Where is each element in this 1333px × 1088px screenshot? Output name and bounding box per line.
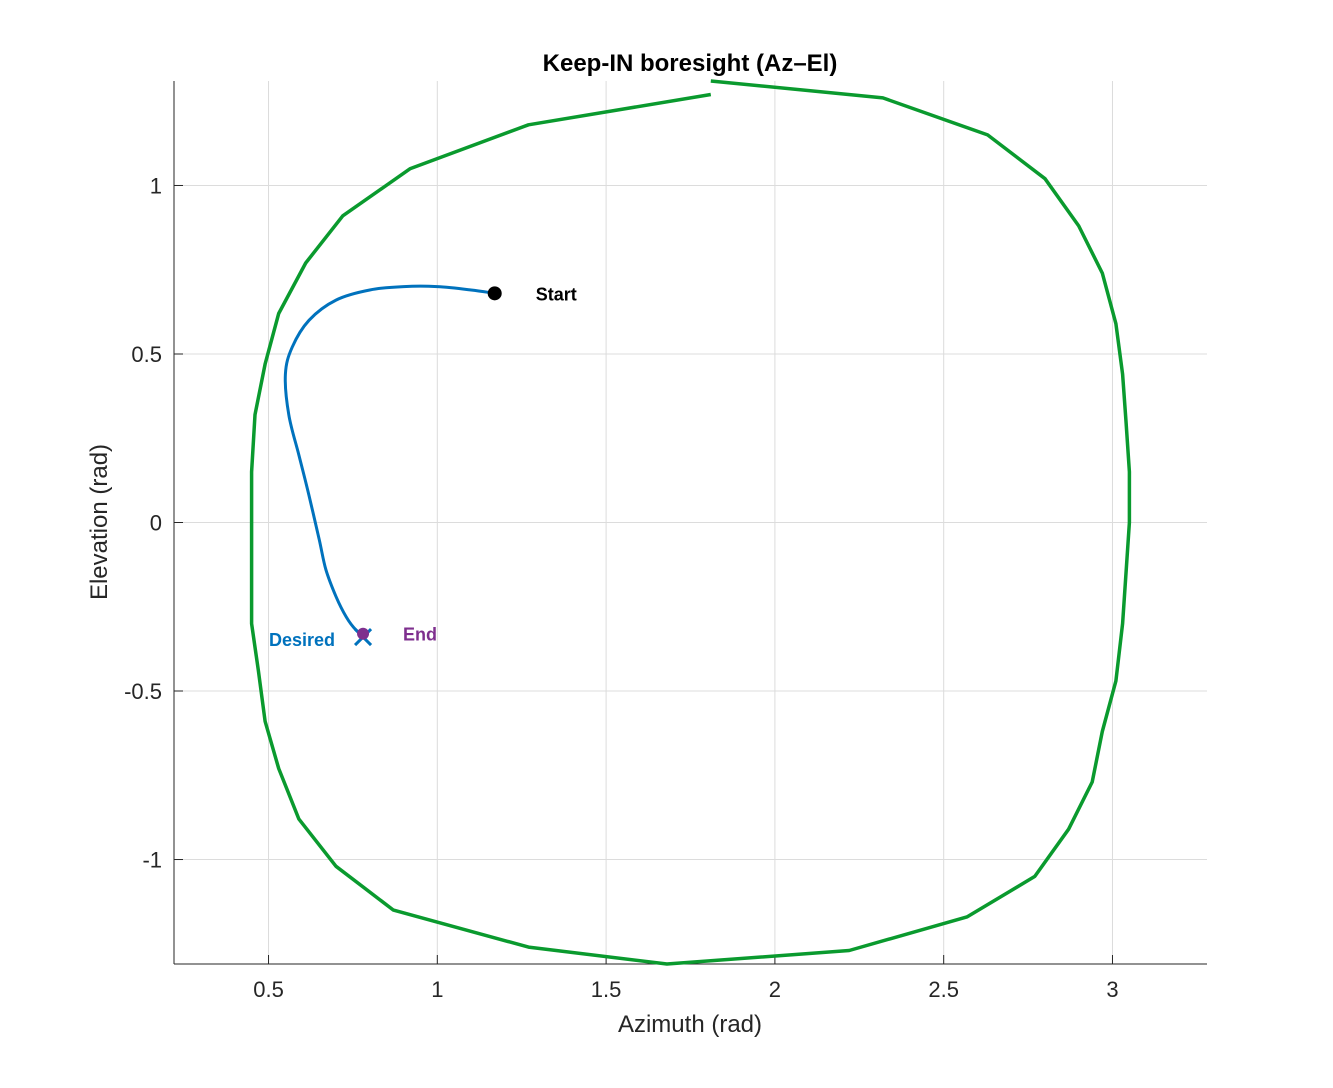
x-tick-label: 2 [769,977,781,1002]
y-tick-label: -0.5 [124,679,162,704]
grid [174,81,1207,964]
plot-area: Start Desired End [173,79,1207,966]
tick-labels: 0.5 1 1.5 2 2.5 3 -1 -0.5 0 0.5 1 [124,173,1119,1002]
series-layer [249,79,1132,966]
chart-title: Keep-IN boresight (Az–El) [543,50,838,77]
end-label: End [403,625,437,645]
y-tick-label: -1 [142,848,162,873]
keep-in-boundary-line [249,79,1132,966]
y-tick-label: 1 [150,173,162,198]
x-tick-label: 2.5 [928,977,959,1002]
y-axis-title: Elevation (rad) [86,444,113,600]
marker-layer: Start Desired End [269,284,577,650]
desired-label: Desired [269,630,335,650]
x-axis-title: Azimuth (rad) [618,1011,762,1038]
x-tick-label: 0.5 [253,977,284,1002]
boresight-trajectory-line [283,284,497,636]
y-tick-label: 0 [150,511,162,536]
x-tick-label: 1.5 [591,977,622,1002]
x-tick-label: 3 [1106,977,1118,1002]
x-tick-label: 1 [431,977,443,1002]
end-marker [357,627,370,640]
start-label: Start [536,284,577,304]
start-marker [487,286,502,301]
y-tick-label: 0.5 [131,342,162,367]
